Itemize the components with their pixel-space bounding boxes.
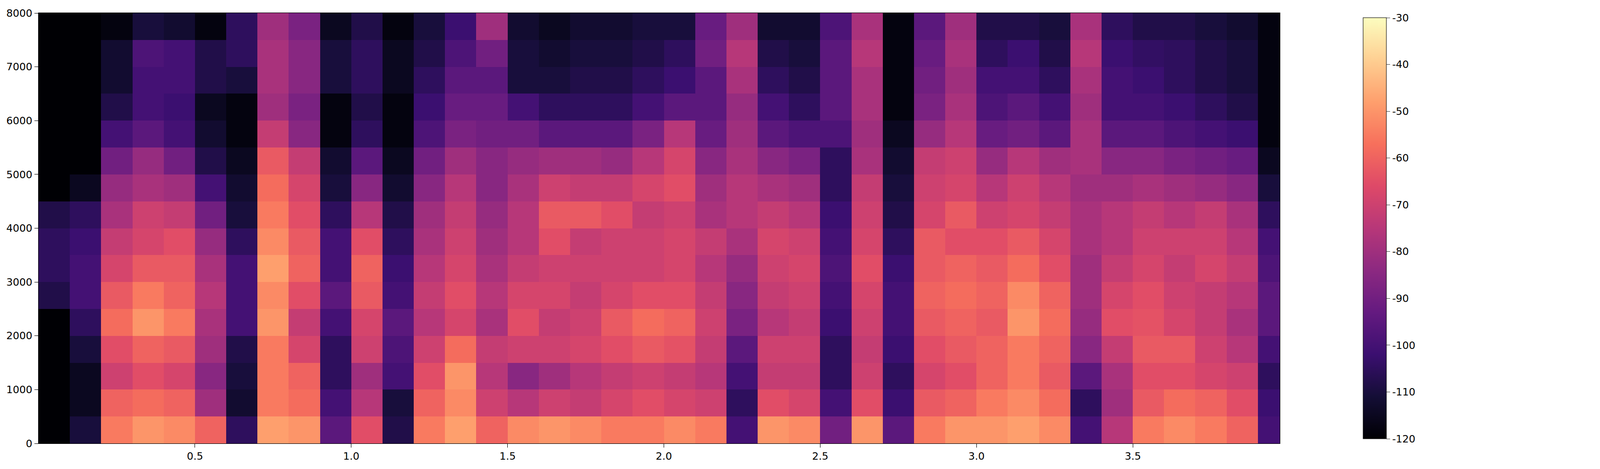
svg-text:8000: 8000 <box>6 7 33 20</box>
svg-text:0.5: 0.5 <box>186 450 203 463</box>
svg-text:7000: 7000 <box>6 60 33 73</box>
svg-text:-80: -80 <box>1391 245 1409 258</box>
svg-text:-70: -70 <box>1391 199 1409 211</box>
svg-text:-50: -50 <box>1391 105 1409 118</box>
svg-text:3.5: 3.5 <box>1124 450 1142 463</box>
svg-text:4000: 4000 <box>6 222 33 235</box>
svg-text:-120: -120 <box>1391 433 1416 445</box>
svg-text:3.0: 3.0 <box>968 450 985 463</box>
svg-text:-100: -100 <box>1391 339 1416 352</box>
svg-text:-30: -30 <box>1391 12 1409 24</box>
svg-text:2000: 2000 <box>6 329 33 342</box>
svg-text:-110: -110 <box>1391 386 1416 398</box>
svg-text:-90: -90 <box>1391 292 1409 305</box>
svg-text:0: 0 <box>26 437 33 450</box>
svg-text:2.5: 2.5 <box>812 450 829 463</box>
svg-text:6000: 6000 <box>6 114 33 127</box>
svg-text:1.0: 1.0 <box>342 450 360 463</box>
svg-text:-40: -40 <box>1391 58 1409 71</box>
svg-text:1.5: 1.5 <box>499 450 516 463</box>
svg-text:1000: 1000 <box>6 383 33 396</box>
svg-text:5000: 5000 <box>6 168 33 181</box>
svg-text:2.0: 2.0 <box>655 450 673 463</box>
svg-text:-60: -60 <box>1391 152 1409 164</box>
svg-text:3000: 3000 <box>6 276 33 289</box>
